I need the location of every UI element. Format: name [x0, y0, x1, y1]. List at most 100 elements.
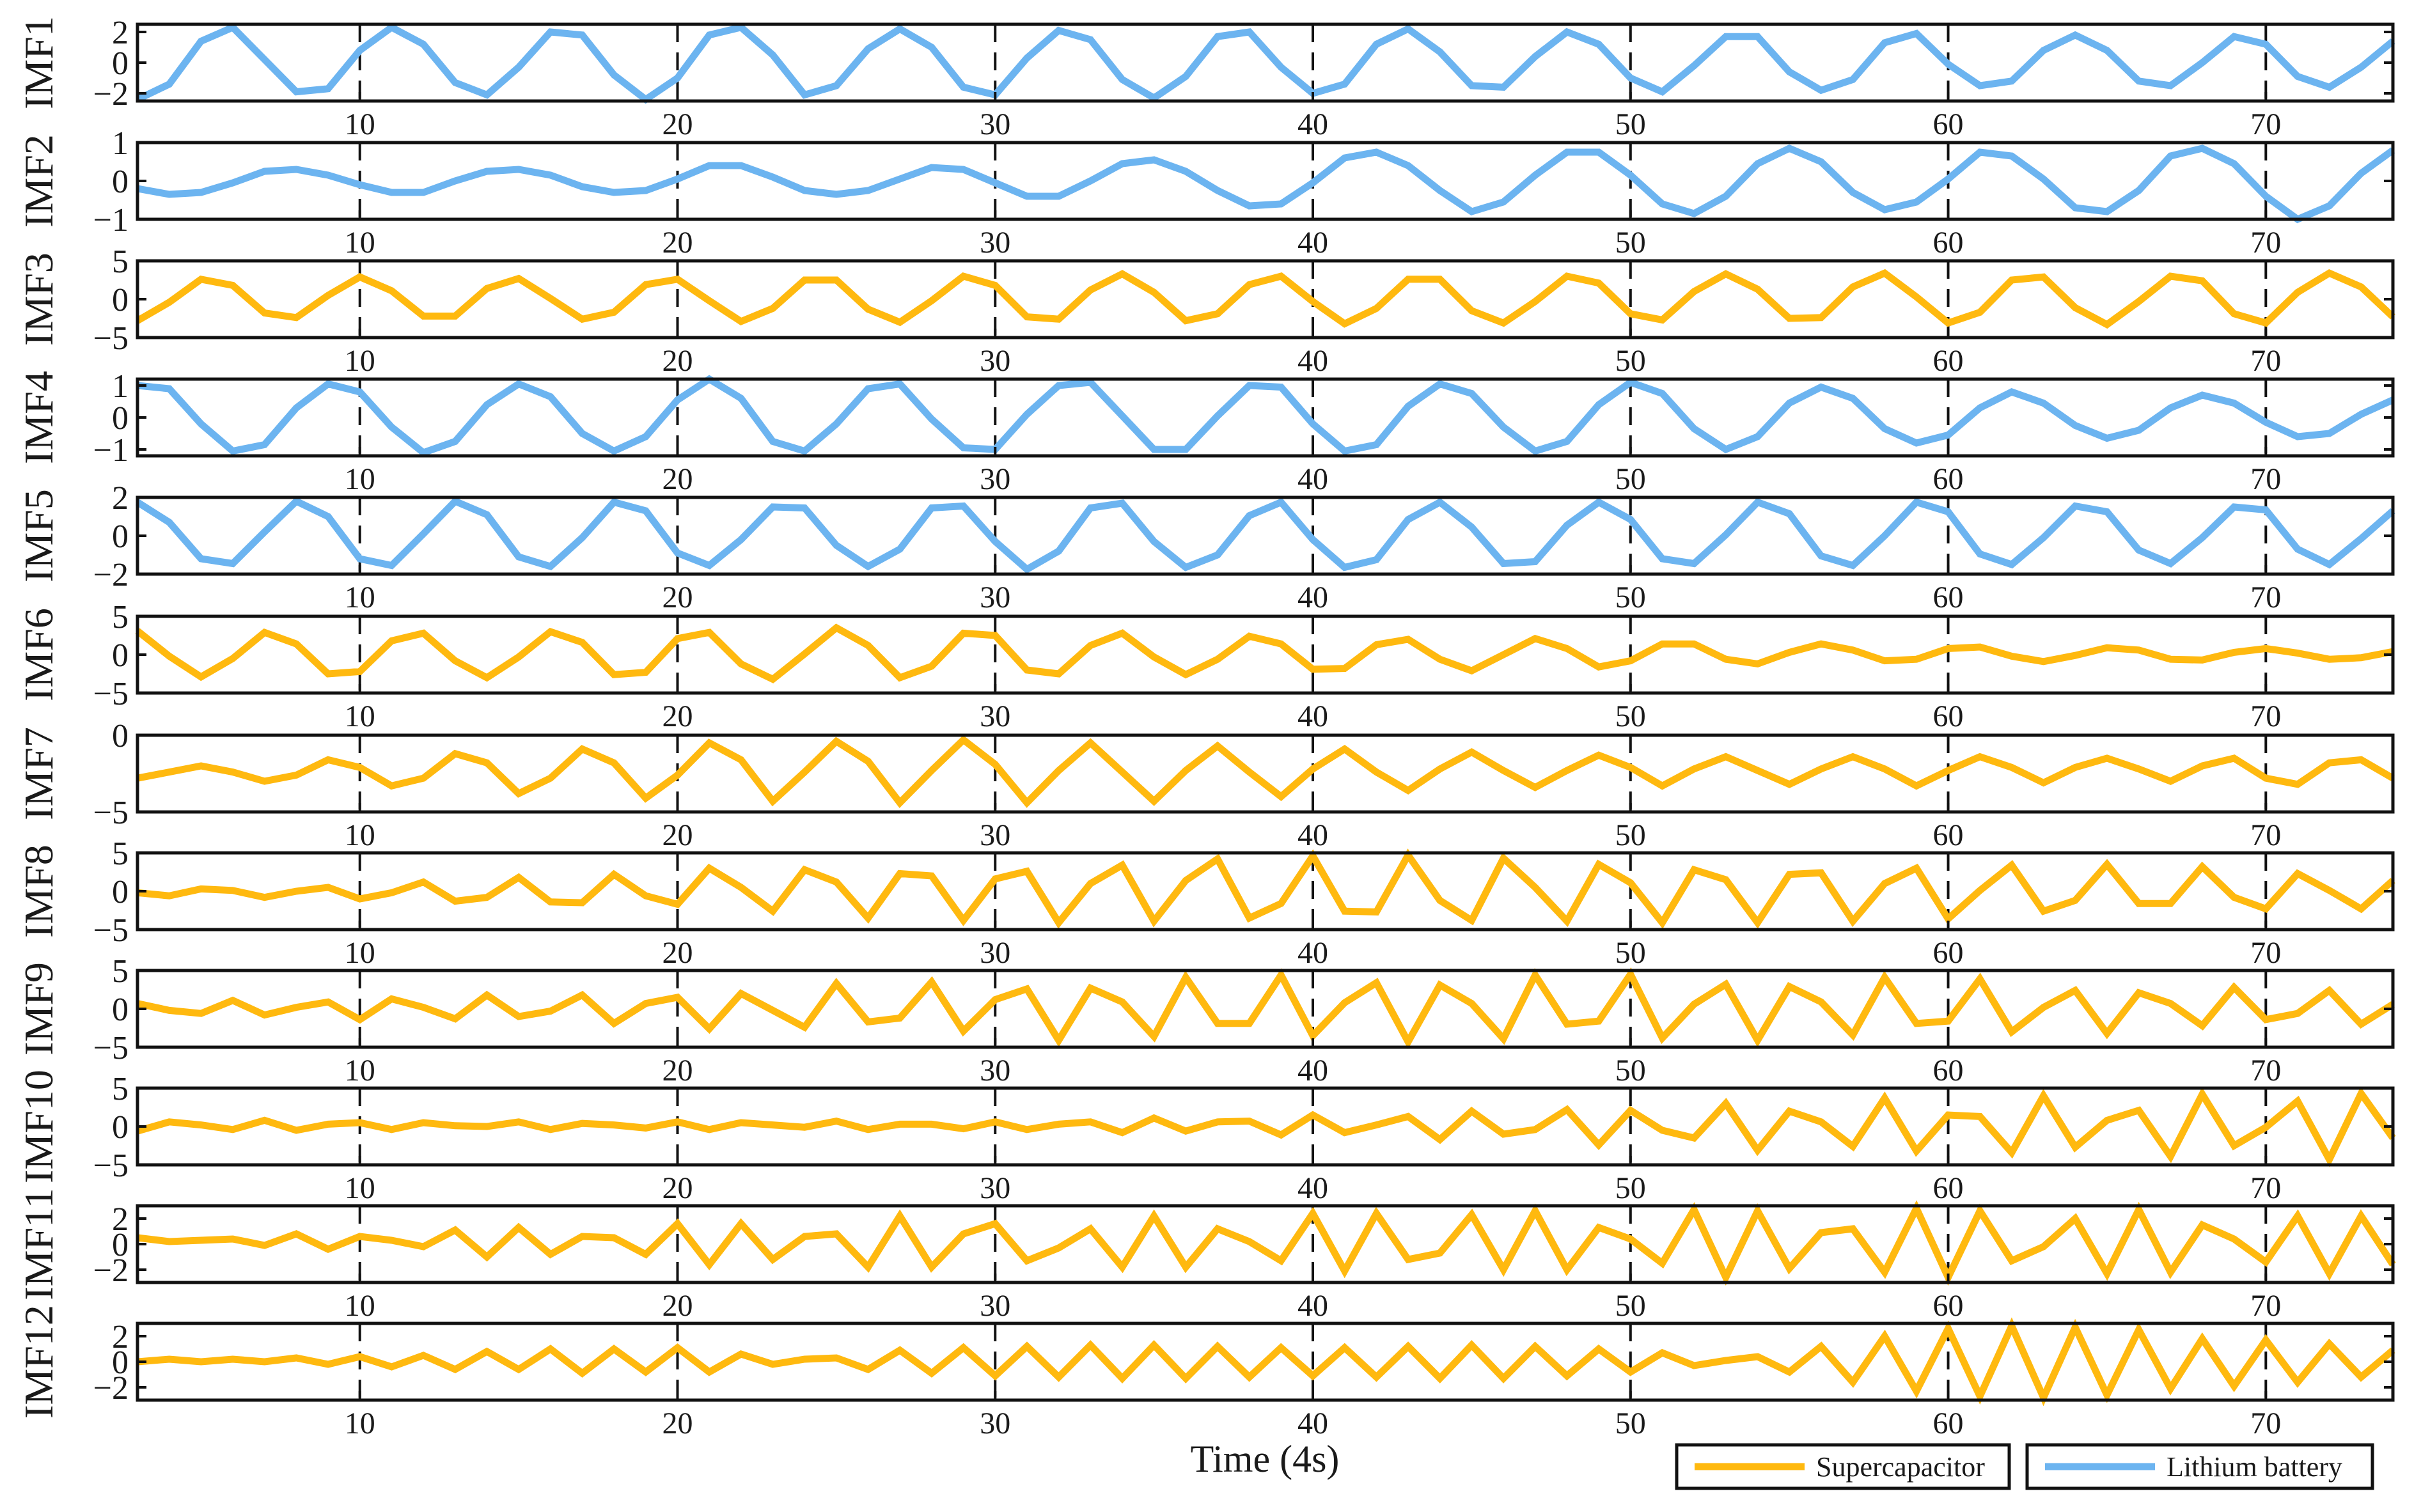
panel-label-imf5: IMF5 [16, 489, 61, 582]
panel-label-imf9: IMF9 [16, 962, 61, 1056]
x-tick-label: 20 [662, 1054, 693, 1087]
x-tick-label: 10 [345, 1171, 375, 1205]
x-tick-label: 30 [980, 462, 1010, 496]
y-tick-label: 2 [112, 1201, 129, 1238]
x-tick-label: 70 [2250, 226, 2281, 260]
y-tick-label: −5 [93, 1148, 129, 1184]
x-tick-label: 60 [1933, 107, 1964, 141]
x-tick-label: 40 [1297, 581, 1328, 614]
y-tick-label: 0 [112, 400, 129, 437]
x-tick-label: 60 [1933, 226, 1964, 260]
x-tick-label: 40 [1297, 344, 1328, 378]
x-tick-label: 30 [980, 1171, 1010, 1205]
x-tick-label: 50 [1615, 1171, 1646, 1205]
x-tick-label: 10 [345, 462, 375, 496]
x-tick-label: 60 [1933, 936, 1964, 970]
y-tick-label: 0 [112, 992, 129, 1028]
x-tick-label: 50 [1615, 344, 1646, 378]
x-tick-label: 20 [662, 699, 693, 733]
y-tick-label: 0 [112, 1227, 129, 1263]
y-tick-label: 1 [112, 368, 129, 405]
x-tick-label: 30 [980, 1407, 1010, 1440]
x-tick-label: 30 [980, 1289, 1010, 1323]
y-tick-label: 0 [112, 1109, 129, 1146]
x-tick-label: 70 [2250, 1407, 2281, 1440]
y-tick-label: −5 [93, 1030, 129, 1066]
x-tick-label: 50 [1615, 1407, 1646, 1440]
x-tick-label: 10 [345, 699, 375, 733]
y-tick-label: 0 [112, 164, 129, 200]
series-line-imf4 [137, 375, 2395, 457]
legend-label: Supercapacitor [1816, 1451, 1985, 1483]
x-tick-label: 40 [1297, 936, 1328, 970]
series-line-imf9 [136, 967, 2395, 1050]
legend-box [2025, 1443, 2374, 1490]
x-tick-label: 50 [1615, 226, 1646, 260]
x-tick-label: 10 [345, 226, 375, 260]
x-tick-label: 30 [980, 581, 1010, 614]
y-tick-label: 5 [112, 599, 129, 635]
legend-label: Lithium battery [2167, 1451, 2342, 1483]
x-tick-label: 30 [980, 226, 1010, 260]
y-tick-label: 0 [112, 718, 129, 754]
y-tick-label: 0 [112, 874, 129, 910]
y-tick-label: 2 [112, 15, 129, 51]
x-tick-label: 10 [345, 818, 375, 852]
x-tick-label: 40 [1297, 1054, 1328, 1087]
x-tick-label: 40 [1297, 699, 1328, 733]
x-tick-label: 10 [345, 1289, 375, 1323]
y-tick-label: −2 [93, 1370, 129, 1407]
x-tick-label: 20 [662, 1407, 693, 1440]
x-tick-label: 20 [662, 936, 693, 970]
x-tick-label: 60 [1933, 344, 1964, 378]
panel-label-imf2: IMF2 [16, 134, 61, 228]
x-tick-label: 60 [1933, 699, 1964, 733]
x-tick-label: 70 [2250, 462, 2281, 496]
x-tick-label: 50 [1615, 462, 1646, 496]
x-tick-label: 40 [1297, 818, 1328, 852]
y-tick-label: −2 [93, 1252, 129, 1289]
series-line-imf6 [135, 623, 2394, 683]
x-tick-label: 10 [345, 1407, 375, 1440]
series-line-imf2 [137, 144, 2395, 224]
x-axis-title: Time (4s) [1191, 1438, 1340, 1480]
y-tick-label: −5 [93, 676, 129, 712]
x-tick-label: 30 [980, 936, 1010, 970]
x-tick-label: 30 [980, 344, 1010, 378]
x-tick-label: 10 [345, 936, 375, 970]
panel-label-imf6: IMF6 [16, 608, 61, 701]
series-line-imf10 [136, 1086, 2396, 1167]
y-tick-label: 0 [112, 1344, 129, 1381]
x-tick-label: 60 [1933, 1407, 1964, 1440]
x-tick-label: 50 [1615, 936, 1646, 970]
x-tick-label: 40 [1297, 107, 1328, 141]
panel-label-imf10: IMF10 [16, 1070, 61, 1183]
x-tick-label: 50 [1615, 1289, 1646, 1323]
x-tick-label: 10 [345, 1054, 375, 1087]
x-tick-label: 20 [662, 226, 693, 260]
x-tick-label: 50 [1615, 818, 1646, 852]
y-tick-label: 5 [112, 836, 129, 872]
panel-frame [136, 733, 2395, 814]
x-tick-label: 70 [2250, 1054, 2281, 1087]
panel-label-imf1: IMF1 [16, 16, 61, 109]
x-tick-label: 50 [1615, 107, 1646, 141]
y-tick-label: −2 [93, 76, 129, 113]
y-tick-label: 0 [112, 45, 129, 82]
x-tick-label: 50 [1615, 581, 1646, 614]
x-tick-label: 20 [662, 581, 693, 614]
panel-frame [136, 614, 2395, 695]
x-tick-label: 40 [1297, 226, 1328, 260]
y-tick-label: 5 [112, 244, 129, 280]
series-line-imf1 [136, 23, 2395, 104]
panel-label-imf11: IMF11 [16, 1188, 61, 1300]
x-tick-label: 20 [662, 462, 693, 496]
x-tick-label: 20 [662, 1171, 693, 1205]
x-tick-label: 70 [2250, 107, 2281, 141]
y-tick-label: −5 [93, 320, 129, 357]
x-tick-label: 50 [1615, 699, 1646, 733]
x-tick-label: 40 [1297, 1171, 1328, 1205]
x-tick-label: 50 [1615, 1054, 1646, 1087]
x-tick-label: 60 [1933, 1054, 1964, 1087]
y-tick-label: 5 [112, 1071, 129, 1107]
